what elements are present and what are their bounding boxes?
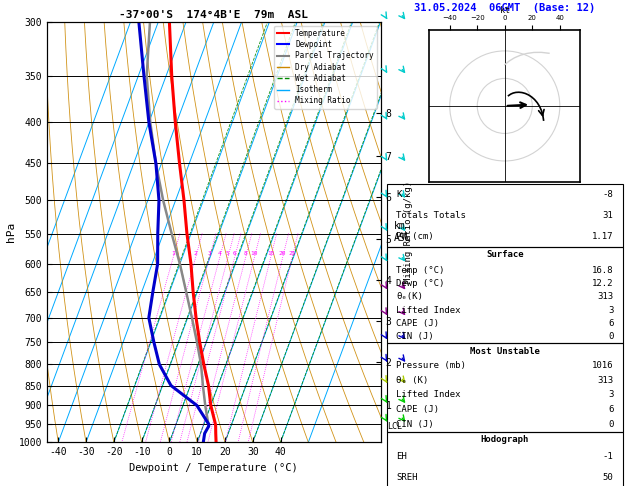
Text: Temp (°C): Temp (°C) [396,266,445,275]
Text: 12.2: 12.2 [592,279,613,288]
Text: LCL: LCL [387,422,402,431]
Text: Hodograph: Hodograph [481,435,529,444]
Text: 3: 3 [208,251,211,256]
Text: 6: 6 [608,319,613,328]
Text: θₑ (K): θₑ (K) [396,376,428,385]
Text: SREH: SREH [396,473,418,483]
Text: 25: 25 [288,251,296,256]
Text: 313: 313 [597,293,613,301]
Text: 31.05.2024  06GMT  (Base: 12): 31.05.2024 06GMT (Base: 12) [414,3,596,14]
Text: -8: -8 [603,190,613,199]
Bar [387,432,623,486]
Text: 3: 3 [608,306,613,315]
Text: 20: 20 [279,251,286,256]
X-axis label: Dewpoint / Temperature (°C): Dewpoint / Temperature (°C) [130,463,298,473]
Legend: Temperature, Dewpoint, Parcel Trajectory, Dry Adiabat, Wet Adiabat, Isotherm, Mi: Temperature, Dewpoint, Parcel Trajectory… [274,26,377,108]
Text: 0: 0 [608,332,613,341]
Title: -37°00'S  174°4B'E  79m  ASL: -37°00'S 174°4B'E 79m ASL [120,10,308,20]
Text: 5: 5 [226,251,230,256]
Text: 6: 6 [233,251,237,256]
Text: 0: 0 [608,420,613,429]
Text: EH: EH [396,452,407,462]
Text: CIN (J): CIN (J) [396,332,434,341]
Text: Totals Totals: Totals Totals [396,211,466,220]
X-axis label: kt: kt [500,6,509,15]
Text: 1: 1 [171,251,175,256]
Text: Mixing Ratio (g/kg): Mixing Ratio (g/kg) [404,181,413,283]
Text: Pressure (mb): Pressure (mb) [396,361,466,370]
Text: 31: 31 [603,211,613,220]
Text: CAPE (J): CAPE (J) [396,405,439,414]
Text: K: K [396,190,402,199]
Text: CIN (J): CIN (J) [396,420,434,429]
Y-axis label: hPa: hPa [6,222,16,242]
Text: 2: 2 [194,251,198,256]
Text: 16.8: 16.8 [592,266,613,275]
Text: Lifted Index: Lifted Index [396,306,461,315]
Text: 1.17: 1.17 [592,232,613,241]
Text: Dewp (°C): Dewp (°C) [396,279,445,288]
Bar [387,184,623,247]
Text: 3: 3 [608,390,613,399]
Text: Most Unstable: Most Unstable [470,347,540,356]
Text: CAPE (J): CAPE (J) [396,319,439,328]
Text: θₑ(K): θₑ(K) [396,293,423,301]
Bar [387,247,623,344]
Y-axis label: km
ASL: km ASL [394,221,412,243]
Text: Surface: Surface [486,250,523,259]
Text: 313: 313 [597,376,613,385]
Text: Lifted Index: Lifted Index [396,390,461,399]
Text: 15: 15 [267,251,274,256]
Text: 6: 6 [608,405,613,414]
Text: 8: 8 [243,251,247,256]
Text: 1016: 1016 [592,361,613,370]
Text: 4: 4 [218,251,221,256]
Text: -1: -1 [603,452,613,462]
Text: 10: 10 [250,251,258,256]
Bar [387,344,623,432]
Text: 50: 50 [603,473,613,483]
Text: PW (cm): PW (cm) [396,232,434,241]
